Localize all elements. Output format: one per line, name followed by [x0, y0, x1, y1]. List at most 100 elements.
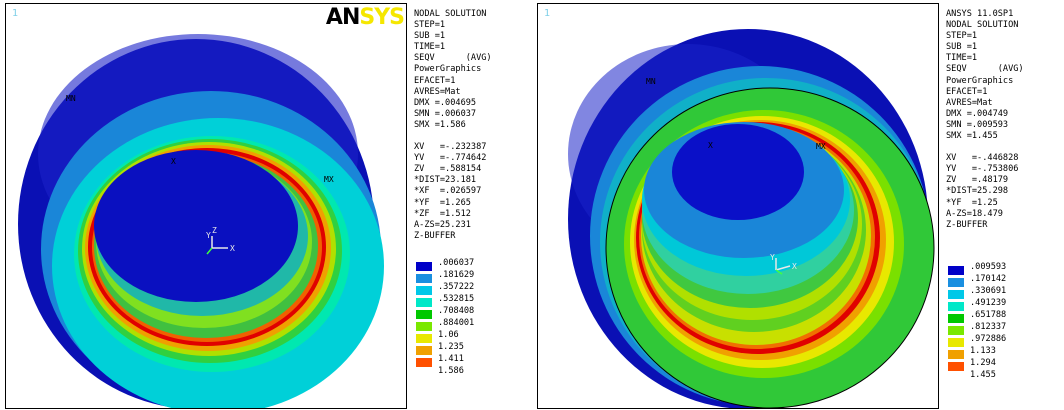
logo-light-part: SYS — [359, 5, 405, 30]
max-marker-label: MX — [324, 175, 334, 184]
info-spacer — [946, 142, 1024, 153]
view-info-line: *DIST=25.298 — [946, 186, 1009, 197]
info-line: SMX =1.455 — [946, 131, 998, 142]
coordinate-triad-icon: Y Z X — [206, 226, 235, 255]
info-line: SMN =.006037 — [414, 108, 477, 119]
view-info-line: *ZF =1.512 — [414, 208, 471, 219]
legend-value: 1.06 — [438, 330, 459, 340]
graphics-viewport[interactable]: 1 MN MX — [537, 3, 939, 409]
info-line: PowerGraphics — [946, 75, 1014, 86]
legend-swatch — [416, 298, 432, 307]
info-line: EFACET=1 — [414, 75, 456, 86]
info-spacer — [414, 131, 492, 142]
info-line: NODAL SOLUTION — [414, 9, 487, 19]
view-info-line: *XF =.026597 — [414, 186, 482, 197]
legend-value: .357222 — [438, 282, 475, 292]
max-marker-label: MX — [816, 142, 826, 151]
legend-swatch — [948, 326, 964, 335]
window-number: 1 — [12, 8, 19, 19]
info-line: EFACET=1 — [946, 86, 988, 97]
legend-swatch — [948, 302, 964, 311]
info-line: NODAL SOLUTION — [946, 20, 1019, 31]
legend-value: .972886 — [970, 334, 1007, 344]
legend-swatch — [416, 334, 432, 343]
cap-model-render: MN MX X Y X — [568, 29, 935, 408]
view-info-line: *DIST=23.181 — [414, 175, 477, 186]
triad-y-label: Y — [206, 231, 211, 240]
triad-x-label: X — [792, 262, 797, 271]
info-line: SUB =1 — [414, 31, 446, 42]
legend-value: .532815 — [438, 294, 475, 304]
ansys-logo: ANSYS — [325, 5, 405, 30]
legend-value: .884001 — [438, 318, 475, 328]
info-line: TIME=1 — [946, 53, 978, 64]
legend-swatch — [948, 314, 964, 323]
view-info-line: XV =-.446828 — [946, 153, 1019, 164]
inner-dome — [672, 124, 804, 220]
legend-value: .812337 — [970, 322, 1007, 332]
info-line: ANSYS 11.0SP1 — [946, 9, 1014, 19]
info-line: SMN =.009593 — [946, 119, 1009, 130]
legend-value: 1.294 — [970, 358, 996, 368]
legend-value: .330691 — [970, 286, 1007, 296]
window-number: 1 — [544, 8, 551, 19]
info-line: SMX =1.586 — [414, 119, 466, 130]
info-line: STEP=1 — [946, 31, 978, 42]
graphics-viewport[interactable]: 1 ANSYS MN MX X — [5, 3, 407, 409]
min-marker-label: MN — [646, 77, 656, 86]
view-info-line: *YF =1.265 — [414, 197, 471, 208]
view-info-line: Z-BUFFER — [946, 219, 988, 230]
legend-swatch — [416, 346, 432, 355]
triad-z-label: Z — [212, 226, 217, 235]
annular-face-edge — [605, 87, 935, 408]
inner-dome — [94, 150, 298, 302]
legend-value: 1.455 — [970, 370, 996, 380]
view-info-line: ZV =.48179 — [946, 175, 1009, 186]
coordinate-triad-icon: Y X — [770, 253, 797, 275]
legend-value: .651788 — [970, 310, 1007, 320]
legend-value: .491239 — [970, 298, 1007, 308]
logo-dark-part: AN — [325, 5, 360, 30]
view-info-line: XV =-.232387 — [414, 142, 487, 153]
legend-value: .006037 — [438, 258, 475, 268]
legend-swatch — [416, 322, 432, 331]
cap-model-render: MN MX X Y Z X — [18, 34, 384, 408]
info-line: DMX =.004749 — [946, 108, 1009, 119]
triad-y-label: Y — [770, 253, 775, 262]
legend-swatch — [948, 266, 964, 275]
view-info-line: *YF =1.25 — [946, 197, 998, 208]
info-line: PowerGraphics — [414, 64, 482, 75]
min-marker-label: MN — [66, 94, 76, 103]
view-info-line: A-ZS=18.479 — [946, 208, 1003, 219]
left-contour-plot-panel: 1 ANSYS MN MX X — [5, 3, 492, 409]
legend-value: 1.133 — [970, 346, 996, 356]
legend-swatch — [948, 278, 964, 287]
legend-swatch — [416, 262, 432, 271]
view-info-line: YV =-.774642 — [414, 153, 487, 164]
legend-value: .708408 — [438, 306, 475, 316]
legend-swatch — [948, 338, 964, 347]
legend-value: 1.235 — [438, 342, 464, 352]
solution-info-text: ANSYS 11.0SP1 NODAL SOLUTION STEP=1 SUB =1 T… — [946, 9, 1024, 231]
legend-value: 1.411 — [438, 354, 464, 364]
x-marker-label: X — [171, 157, 176, 166]
info-line: AVRES=Mat — [946, 97, 993, 108]
triad-x-label: X — [230, 244, 235, 253]
view-info-line: YV =-.753806 — [946, 164, 1019, 175]
info-line: TIME=1 — [414, 42, 446, 53]
view-info-line: ZV =.588154 — [414, 164, 482, 175]
info-line: SEQV (AVG) — [414, 53, 492, 64]
solution-info-text: NODAL SOLUTION STEP=1 SUB =1 TIME=1 SEQV (AV… — [414, 9, 492, 242]
view-info-line: A-ZS=25.231 — [414, 219, 471, 230]
info-line: AVRES=Mat — [414, 86, 461, 97]
info-line: SUB =1 — [946, 42, 978, 53]
legend-swatch — [416, 358, 432, 367]
legend-value: .170142 — [970, 274, 1007, 284]
right-contour-plot-panel: 1 MN MX — [532, 0, 1064, 410]
legend-value: 1.586 — [438, 366, 464, 376]
legend-value: .181629 — [438, 270, 475, 280]
legend-swatch — [948, 290, 964, 299]
legend-swatch — [416, 310, 432, 319]
x-marker-label: X — [708, 141, 713, 150]
info-line: STEP=1 — [414, 20, 446, 31]
